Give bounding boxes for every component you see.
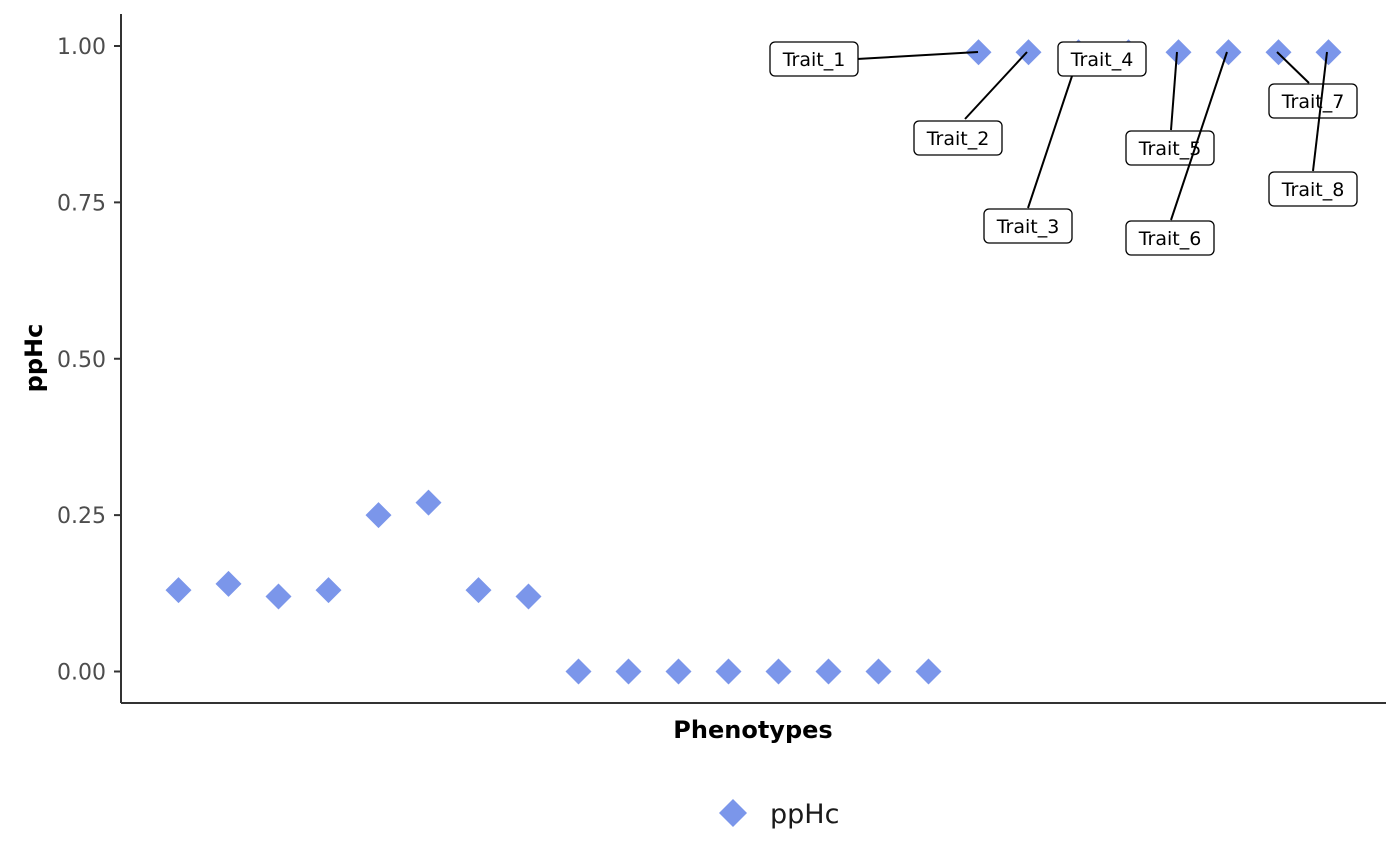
- annotation-label: Trait_5: [1138, 138, 1202, 160]
- annotation-leader-line: [1170, 51, 1178, 131]
- annotation-box: [913, 120, 1003, 156]
- data-point: [1165, 39, 1192, 66]
- y-axis: 0.00 0.25 0.50 0.75 1.00: [57, 35, 121, 686]
- legend-label: ppHc: [770, 799, 839, 830]
- data-point: [815, 658, 842, 685]
- data-point: [865, 658, 892, 685]
- legend-diamond-icon: [719, 799, 747, 827]
- annotation-label: Trait_8: [1281, 179, 1345, 201]
- annotation-label: Trait_6: [1138, 228, 1202, 250]
- annotation-trait-7: Trait_7: [1268, 51, 1358, 119]
- data-point: [415, 489, 442, 516]
- annotation-trait-2: Trait_2: [913, 51, 1028, 156]
- annotation-label: Trait_4: [1070, 49, 1134, 71]
- y-tick-label: 0.25: [57, 504, 106, 529]
- data-point: [315, 577, 342, 604]
- annotation-trait-4: Trait_4: [1057, 41, 1147, 77]
- annotation-box: [1057, 41, 1147, 77]
- data-point: [665, 658, 692, 685]
- annotation-label: Trait_3: [996, 216, 1060, 238]
- data-point: [1215, 39, 1242, 66]
- annotation-label: Trait_1: [782, 49, 846, 71]
- data-point: [515, 583, 542, 610]
- annotation-leader-line: [1276, 51, 1310, 84]
- y-tick-label: 0.50: [57, 348, 106, 373]
- y-tick-label: 1.00: [57, 35, 106, 60]
- annotation-leader-line: [1170, 51, 1228, 221]
- annotation-labels: Trait_1 Trait_2 Trait_3 Trait_4 Trait_5 Trait…: [769, 41, 1358, 256]
- data-point: [965, 39, 992, 66]
- annotation-box: [769, 41, 859, 77]
- annotation-leader-line: [964, 51, 1028, 120]
- annotation-box: [1268, 171, 1358, 207]
- y-axis-title: ppHc: [20, 324, 48, 393]
- data-point: [365, 502, 392, 529]
- data-point: [165, 577, 192, 604]
- data-point: [615, 658, 642, 685]
- annotation-leader-line: [856, 51, 979, 60]
- data-point: [765, 658, 792, 685]
- y-tick-label: 0.75: [57, 191, 106, 216]
- annotation-leader-line: [1312, 51, 1328, 172]
- data-point: [715, 658, 742, 685]
- annotation-label: Trait_2: [926, 128, 990, 150]
- annotation-trait-6: Trait_6: [1125, 51, 1228, 256]
- y-tick-label: 0.00: [57, 661, 106, 686]
- data-point: [915, 658, 942, 685]
- annotation-box: [1125, 220, 1215, 256]
- annotation-trait-3: Trait_3: [983, 75, 1073, 244]
- x-axis-title: Phenotypes: [673, 716, 832, 744]
- data-point: [465, 577, 492, 604]
- annotation-box: [1268, 83, 1358, 119]
- data-point: [215, 570, 242, 597]
- annotation-trait-8: Trait_8: [1268, 51, 1358, 207]
- annotation-label: Trait_7: [1281, 91, 1345, 113]
- data-point: [265, 583, 292, 610]
- data-point: [1315, 39, 1342, 66]
- legend: ppHc: [719, 799, 839, 830]
- annotation-leader-line: [1027, 75, 1073, 209]
- annotation-trait-1: Trait_1: [769, 41, 979, 77]
- data-point: [565, 658, 592, 685]
- annotation-box: [983, 208, 1073, 244]
- plot-marks: [165, 39, 1342, 685]
